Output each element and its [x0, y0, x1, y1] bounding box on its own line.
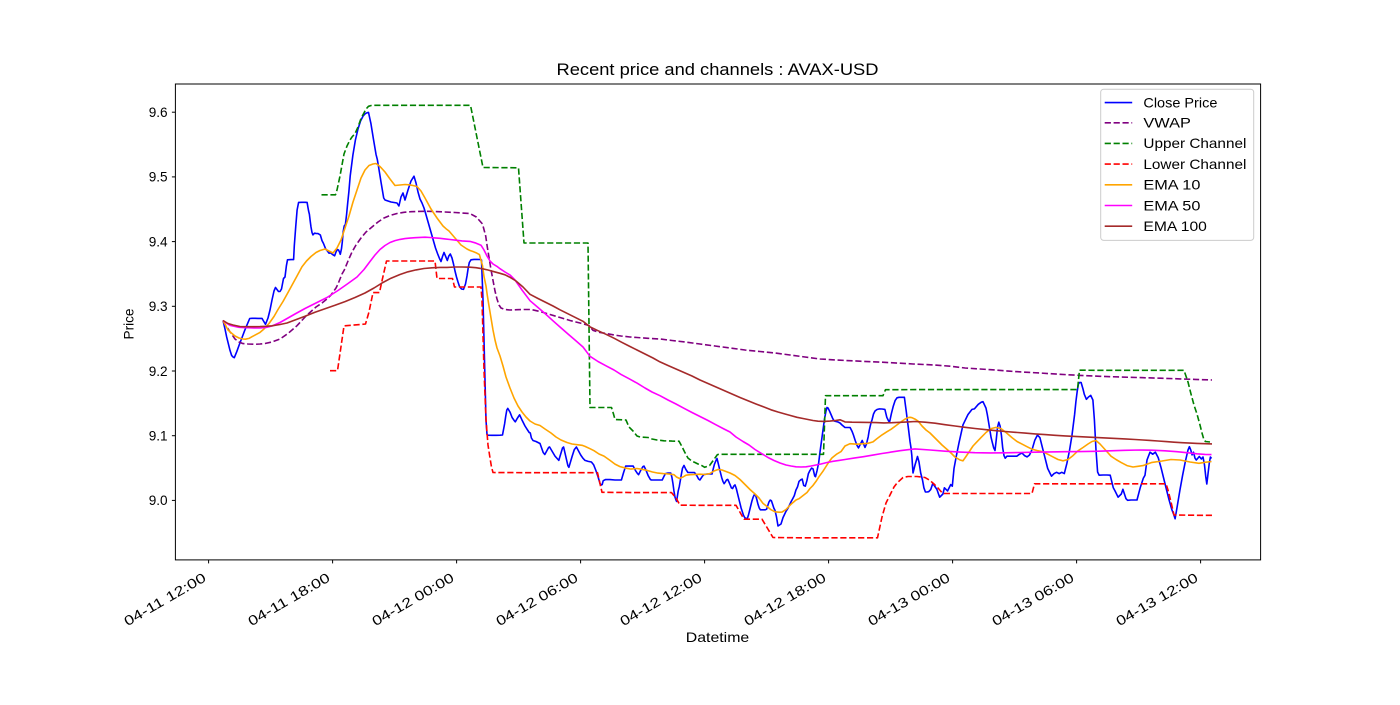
svg-text:9.2: 9.2: [149, 364, 168, 379]
svg-text:Recent price and channels : AV: Recent price and channels : AVAX-USD: [557, 61, 879, 79]
svg-text:EMA 100: EMA 100: [1143, 219, 1207, 234]
svg-text:EMA 50: EMA 50: [1143, 198, 1201, 213]
svg-text:Lower Channel: Lower Channel: [1143, 157, 1246, 172]
svg-text:9.5: 9.5: [149, 170, 168, 185]
svg-text:9.0: 9.0: [149, 493, 168, 508]
svg-text:9.1: 9.1: [149, 429, 168, 444]
svg-text:Upper Channel: Upper Channel: [1143, 136, 1246, 151]
svg-text:EMA 10: EMA 10: [1143, 178, 1201, 193]
svg-text:Price: Price: [122, 309, 137, 340]
svg-text:9.3: 9.3: [149, 299, 168, 314]
svg-text:VWAP: VWAP: [1143, 116, 1191, 131]
svg-text:Close Price: Close Price: [1143, 95, 1217, 110]
svg-text:9.4: 9.4: [149, 234, 168, 249]
svg-text:9.6: 9.6: [149, 105, 168, 120]
svg-text:Datetime: Datetime: [686, 630, 750, 645]
